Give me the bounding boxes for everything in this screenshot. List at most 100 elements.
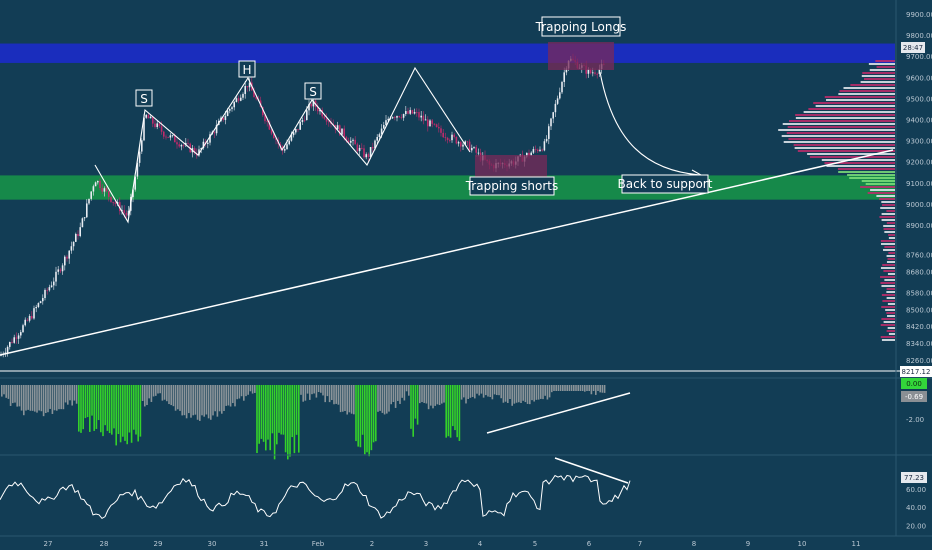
candle-body: [539, 149, 541, 152]
candle-body: [114, 202, 117, 204]
candle-body: [44, 289, 46, 299]
price-axis[interactable]: 9900.00 9800.00 9700.00 9600.00 9500.00 9400.…: [906, 11, 932, 365]
momentum-bar: [256, 385, 258, 454]
momentum-bar: [166, 385, 168, 402]
volume-profile-bar: [867, 192, 895, 194]
momentum-bar: [386, 385, 388, 414]
candle-body: [345, 137, 348, 141]
volume-profile-bar: [887, 315, 895, 317]
candle-body: [372, 147, 374, 149]
momentum-bar: [311, 385, 313, 395]
candle-body: [369, 147, 372, 158]
momentum-bar: [421, 385, 423, 403]
candle-body: [26, 319, 29, 321]
momentum-bar: [1, 385, 3, 397]
volume-profile-bar: [883, 225, 895, 227]
momentum-bar: [458, 385, 461, 441]
candle-body: [361, 147, 363, 149]
candle-body: [420, 115, 422, 118]
volume-profile-bar: [883, 249, 895, 251]
time-tick-label: 10: [798, 540, 807, 548]
volume-profile-bar: [861, 75, 895, 77]
candle-body: [292, 132, 295, 136]
trapping-shorts-box: [475, 155, 547, 177]
volume-profile-bar: [809, 156, 895, 158]
momentum-bar: [432, 385, 434, 409]
volume-profile-bar: [847, 174, 895, 176]
candle-body: [275, 138, 277, 140]
candle-body: [86, 203, 88, 218]
candle-body: [50, 285, 53, 288]
momentum-bar: [128, 385, 131, 433]
momentum-bar: [194, 385, 197, 415]
candle-body: [563, 72, 565, 82]
momentum-bar: [179, 385, 181, 411]
candle-body: [169, 135, 172, 138]
candle-body: [312, 100, 315, 107]
momentum-bar: [212, 385, 214, 416]
momentum-bar: [155, 385, 157, 396]
candle-body: [193, 148, 196, 154]
momentum-bar: [31, 385, 34, 411]
candle-body: [240, 97, 242, 101]
candle-body: [70, 246, 73, 251]
momentum-bar: [196, 385, 199, 420]
momentum-bar: [291, 385, 293, 438]
candle-body: [288, 140, 290, 145]
candle-body: [198, 149, 200, 156]
momentum-bar: [188, 385, 190, 414]
momentum-bar: [214, 385, 216, 412]
momentum-bar: [372, 385, 375, 443]
back-to-support-arrow: [599, 71, 701, 176]
momentum-bar: [449, 385, 452, 438]
candle-body: [187, 142, 189, 144]
momentum-bar: [97, 385, 100, 421]
momentum-bar: [183, 385, 186, 416]
candle-body: [99, 180, 101, 189]
price-tick-label: 9600.00: [906, 74, 932, 82]
volume-profile-bar: [886, 330, 895, 332]
volume-profile-bar: [838, 93, 895, 95]
momentum-bar: [465, 385, 467, 404]
candle-body: [55, 271, 57, 282]
candle-body: [61, 265, 64, 272]
momentum-bar: [390, 385, 392, 405]
time-axis[interactable]: 27 28 29 30 31 Feb 2 3 4 5 6 7 8 9 10 11: [44, 540, 861, 548]
candle-body: [134, 176, 136, 190]
candle-body: [112, 201, 114, 203]
momentum-bar: [379, 385, 381, 411]
volume-profile-bar: [882, 204, 895, 206]
candle-body: [400, 117, 403, 119]
momentum-bar: [84, 385, 87, 419]
momentum-bar: [357, 385, 359, 447]
volume-profile-bar: [870, 189, 895, 191]
momentum-bar: [425, 385, 428, 404]
momentum-bar: [62, 385, 65, 410]
candle-body: [158, 123, 161, 127]
candle-body: [341, 128, 343, 135]
candle-body: [273, 133, 275, 139]
momentum-bar: [29, 385, 32, 411]
volume-profile-bar: [883, 321, 895, 323]
momentum-bar: [249, 385, 252, 392]
candle-body: [365, 154, 367, 158]
candle-body: [561, 81, 563, 93]
momentum-bar: [564, 385, 566, 391]
volume-profile-bar: [886, 210, 895, 212]
momentum-bar: [168, 385, 170, 405]
rsi-tick-label: 60.00: [906, 486, 926, 494]
momentum-bar: [247, 385, 249, 395]
momentum-bar: [584, 385, 586, 392]
momentum-bar: [522, 385, 524, 401]
momentum-bar: [309, 385, 311, 400]
candle-body: [398, 116, 400, 118]
candle-body: [108, 191, 110, 197]
momentum-bar: [359, 385, 362, 448]
candle-body: [427, 119, 429, 127]
momentum-bar: [375, 385, 377, 442]
candle-body: [182, 145, 185, 146]
candle-body: [596, 73, 598, 75]
